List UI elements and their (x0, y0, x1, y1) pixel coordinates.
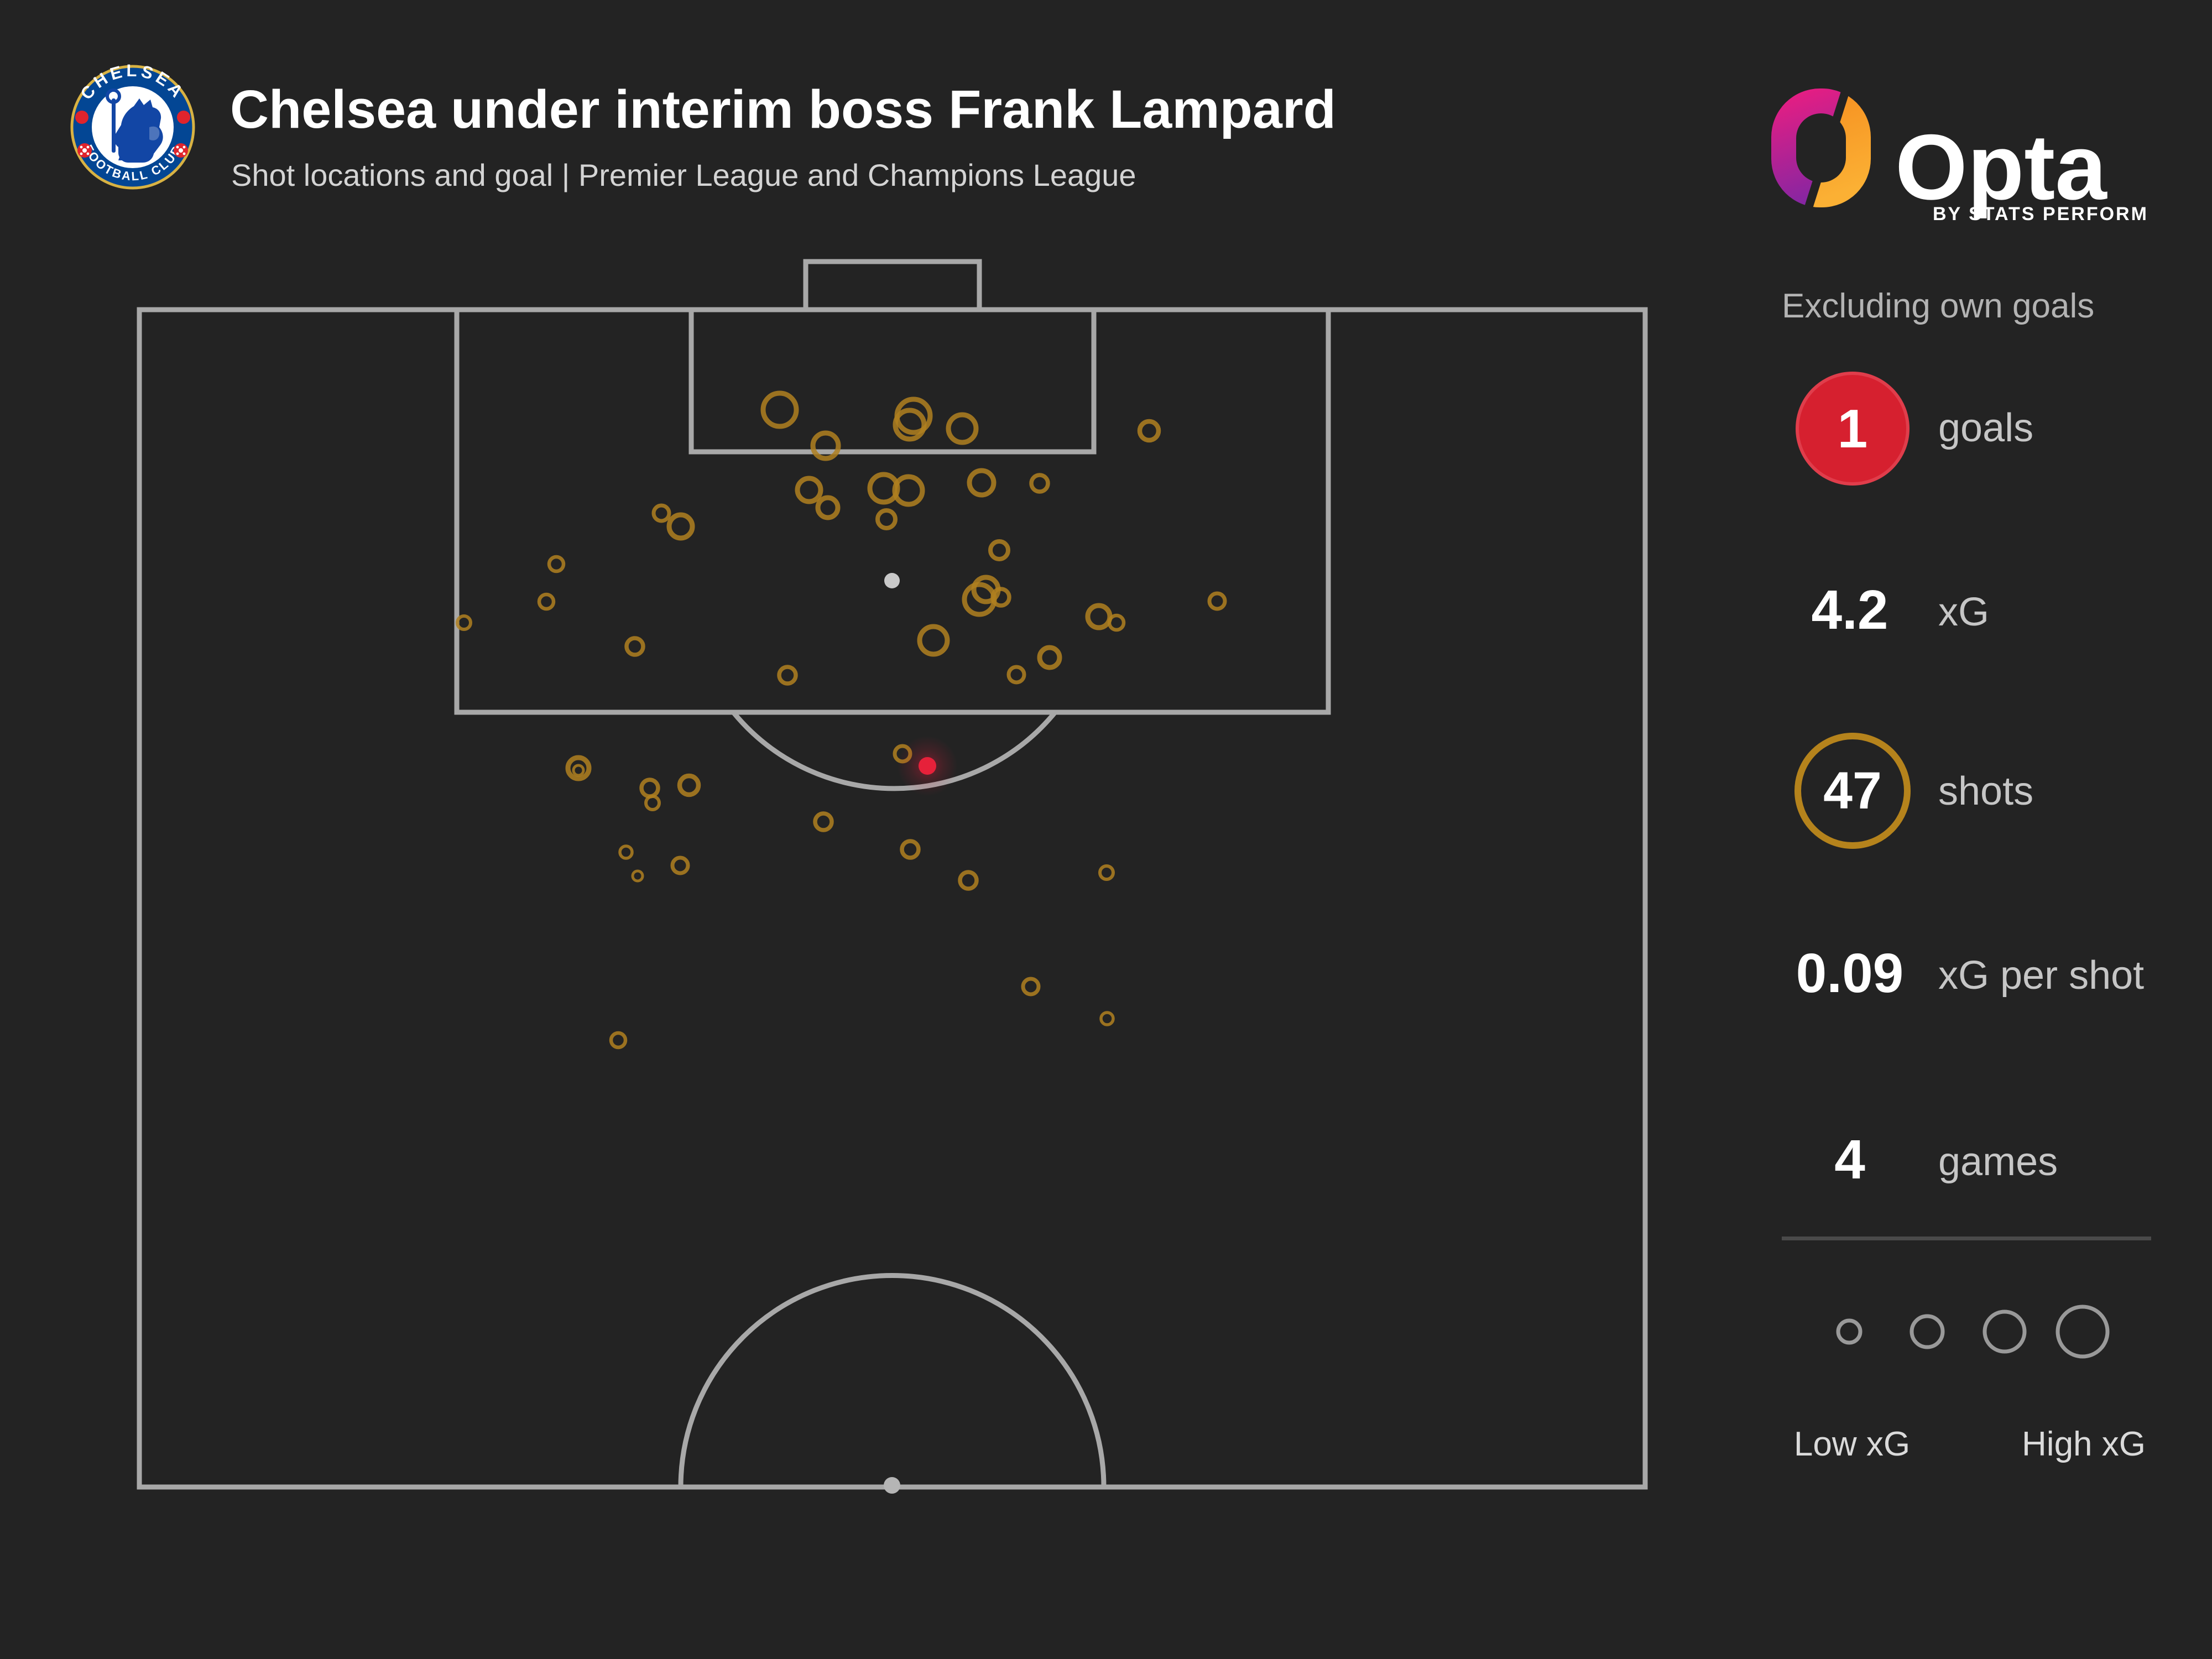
shot-layer (456, 390, 1227, 1050)
shot-marker (456, 614, 472, 631)
shot-marker (677, 773, 701, 797)
shot-marker (1037, 645, 1062, 670)
page-subtitle: Shot locations and goal | Premier League… (231, 158, 1136, 192)
shot-marker (1098, 864, 1115, 881)
stats-note: Excluding own goals (1782, 287, 2095, 325)
penalty-arc (731, 711, 1057, 791)
shot-marker (609, 1031, 628, 1050)
shot-marker (892, 474, 925, 507)
goal-frame (803, 259, 982, 312)
shots-value: 47 (1823, 761, 1882, 820)
shot-marker (967, 468, 997, 498)
shot-marker (815, 495, 841, 520)
six-yard-box (688, 307, 1097, 455)
shot-marker (670, 855, 690, 875)
shot-marker (624, 636, 645, 657)
opta-o-mark (1771, 88, 1871, 207)
shot-marker (760, 390, 799, 429)
goal-shot-marker (919, 757, 936, 775)
shot-marker (644, 795, 661, 811)
legend-size-circle (2056, 1305, 2110, 1359)
opta-wordmark: Opta (1895, 115, 2107, 219)
chelsea-badge: CHELSEA FOOTBALL CLUB (70, 63, 195, 190)
badge-red-ornaments (75, 111, 190, 158)
legend-size-circle (1983, 1310, 2027, 1354)
shot-marker (618, 844, 634, 860)
shot-marker (572, 764, 585, 777)
shot-marker (639, 778, 660, 799)
shot-marker (810, 430, 841, 461)
shot-marker (867, 472, 900, 505)
goals-stat-circle: 1 (1796, 372, 1910, 486)
centre-spot (884, 1477, 900, 1494)
shot-marker (1137, 419, 1161, 443)
shot-marker (1099, 1011, 1115, 1026)
opta-logo: Opta BY STATS PERFORM (1771, 88, 2148, 225)
shot-marker (988, 539, 1010, 561)
shot-marker (1021, 977, 1041, 997)
games-value: 4 (1834, 1129, 1865, 1191)
shot-marker (537, 592, 556, 611)
badge-lion (106, 88, 163, 163)
xg-label: xG (1938, 590, 1990, 634)
shot-marker (1085, 603, 1113, 630)
shot-marker (666, 512, 695, 541)
shot-marker (1006, 665, 1026, 685)
shot-marker (547, 555, 566, 573)
shot-marker (893, 408, 927, 442)
shot-marker (875, 508, 898, 530)
panel-divider (1782, 1237, 2151, 1240)
penalty-spot (884, 573, 900, 588)
xg-per-shot-value: 0.09 (1796, 942, 1904, 1004)
opta-byline: BY STATS PERFORM (1933, 204, 2148, 225)
goals-label: goals (1938, 406, 2034, 450)
shot-marker (1207, 591, 1227, 611)
legend-size-circle (1836, 1318, 1863, 1345)
shot-marker (1029, 473, 1050, 494)
games-label: games (1938, 1140, 2058, 1184)
shots-label: shots (1938, 769, 2034, 813)
pitch-outline (137, 307, 1648, 1490)
goals-value: 1 (1837, 398, 1868, 459)
legend-high-label: High xG (2022, 1425, 2146, 1463)
page-title: Chelsea under interim boss Frank Lampard (230, 79, 1336, 139)
shots-stat-ring: 47 (1794, 733, 1911, 849)
shot-marker (631, 869, 644, 883)
xg-value: 4.2 (1811, 579, 1888, 641)
shot-marker (565, 755, 592, 781)
shot-marker (813, 811, 834, 832)
shot-marker (1107, 613, 1126, 632)
shot-marker (958, 870, 979, 891)
shot-marker (651, 503, 671, 523)
xg-per-shot-label: xG per shot (1938, 953, 2145, 998)
shot-marker (946, 412, 979, 445)
shot-marker (990, 587, 1011, 608)
legend-low-label: Low xG (1793, 1425, 1911, 1463)
legend-circles (1836, 1305, 2110, 1359)
centre-circle (678, 1273, 1107, 1488)
size-legend (1836, 1305, 2110, 1359)
shot-marker (795, 476, 823, 504)
shot-marker (777, 665, 798, 686)
legend-size-circle (1910, 1314, 1945, 1349)
shot-marker (900, 839, 921, 860)
shot-marker (917, 624, 950, 657)
